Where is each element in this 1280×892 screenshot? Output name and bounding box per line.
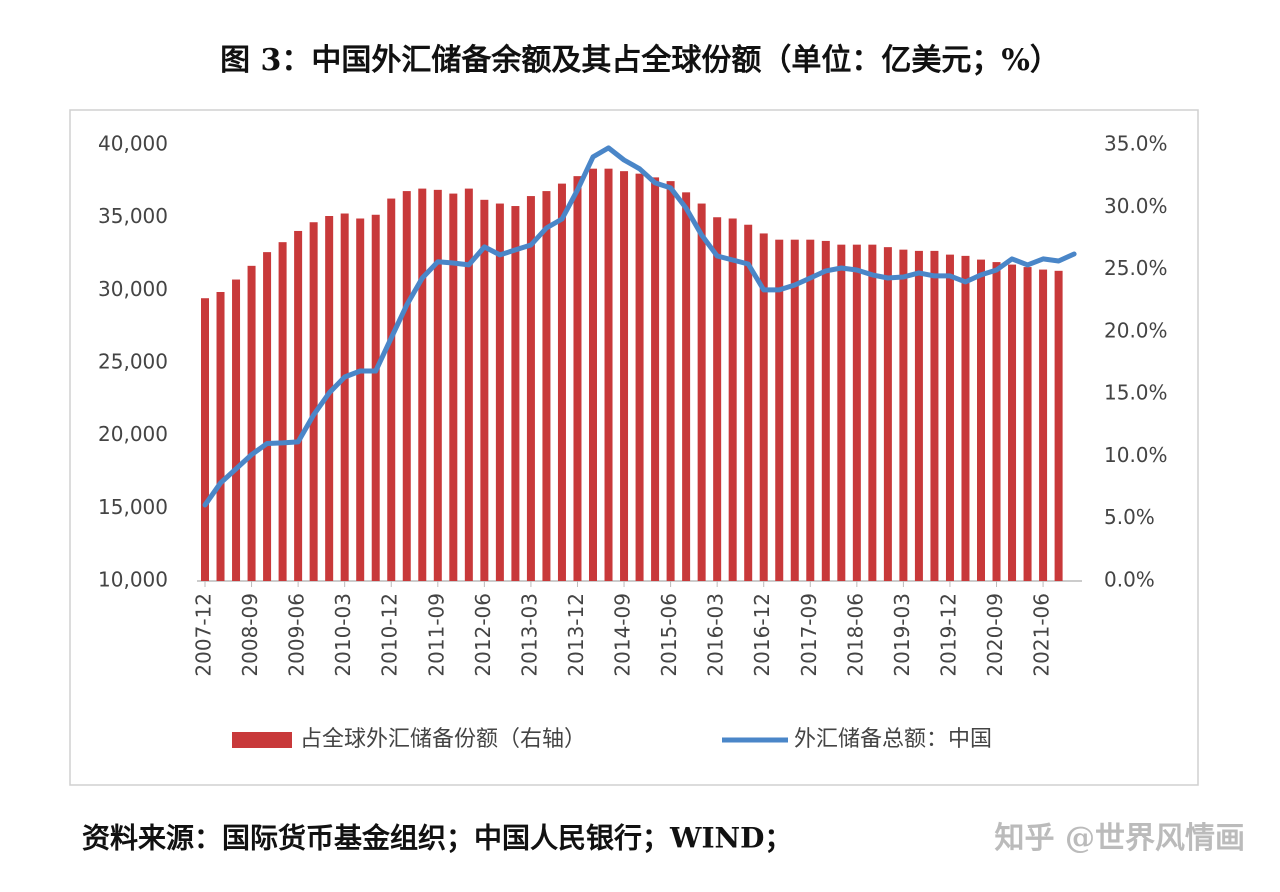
bar xyxy=(1054,270,1063,581)
x-tick-label: 2013-03 xyxy=(517,593,541,677)
x-tick-label: 2017-09 xyxy=(797,593,821,677)
y2-tick-label: 25.0% xyxy=(1104,256,1168,280)
x-tick-label: 2016-12 xyxy=(750,593,774,677)
bar xyxy=(340,213,349,581)
bar xyxy=(682,192,691,581)
bar xyxy=(728,218,737,582)
x-tick-label: 2007-12 xyxy=(192,593,216,677)
bar xyxy=(216,291,225,581)
bar xyxy=(790,239,799,581)
watermark: 知乎 @世界风情画 xyxy=(995,821,1245,856)
bar xyxy=(232,279,241,581)
y2-tick-label: 5.0% xyxy=(1104,505,1155,529)
bar xyxy=(542,191,551,581)
x-tick-label: 2021-06 xyxy=(1030,593,1054,677)
bar xyxy=(666,181,675,581)
bar xyxy=(620,171,629,581)
bar xyxy=(961,255,970,581)
bar xyxy=(557,183,566,582)
x-tick-label: 2019-03 xyxy=(890,593,914,677)
bar xyxy=(495,203,504,581)
bar xyxy=(201,298,209,581)
bar xyxy=(713,217,722,581)
y2-tick-label: 35.0% xyxy=(1104,132,1168,156)
bar xyxy=(1008,264,1017,581)
x-tick-label: 2011-09 xyxy=(424,593,448,677)
y2-tick-label: 30.0% xyxy=(1104,194,1168,218)
bar xyxy=(930,250,939,581)
x-tick-label: 2015-06 xyxy=(657,593,681,677)
bar xyxy=(604,168,613,581)
y-tick-label: 25,000 xyxy=(98,350,168,374)
legend-label: 外汇储备总额：中国 xyxy=(794,727,992,752)
x-tick-label: 2010-12 xyxy=(378,593,402,677)
chart-frame xyxy=(69,109,1199,786)
bar xyxy=(433,189,442,582)
y2-tick-label: 20.0% xyxy=(1104,318,1168,342)
y-tick-label: 40,000 xyxy=(98,132,168,156)
bar xyxy=(294,230,303,581)
y-tick-label: 15,000 xyxy=(98,495,168,519)
bar xyxy=(402,191,411,581)
x-tick-label: 2018-06 xyxy=(843,593,867,677)
bar xyxy=(1023,267,1032,581)
legend-swatch xyxy=(232,732,292,748)
bar xyxy=(589,168,597,581)
legend-label: 占全球外汇储备份额（右轴） xyxy=(300,727,586,752)
x-tick-label: 2014-09 xyxy=(611,593,635,677)
y-tick-label: 20,000 xyxy=(98,422,168,446)
y-tick-label: 10,000 xyxy=(98,568,168,592)
x-tick-label: 2010-03 xyxy=(331,593,355,677)
bar xyxy=(977,259,985,581)
bar xyxy=(464,188,473,581)
bar xyxy=(806,239,815,581)
x-tick-label: 2009-06 xyxy=(285,593,309,677)
x-tick-label: 2013-12 xyxy=(564,593,588,677)
bar xyxy=(1039,269,1048,581)
bar xyxy=(945,254,954,581)
bar xyxy=(526,196,535,581)
bar xyxy=(744,224,753,581)
x-tick-label: 2019-12 xyxy=(936,593,960,677)
bar xyxy=(449,193,458,581)
y2-tick-label: 10.0% xyxy=(1104,443,1168,467)
bar xyxy=(278,242,287,581)
bar xyxy=(883,247,892,582)
chart-title: 图 3：中国外汇储备余额及其占全球份额（单位：亿美元；%） xyxy=(220,43,1060,78)
bar xyxy=(992,262,1001,581)
bar xyxy=(309,222,318,581)
y2-tick-label: 0.0% xyxy=(1104,568,1155,592)
x-tick-label: 2016-03 xyxy=(704,593,728,677)
bar xyxy=(651,177,660,582)
bar xyxy=(837,244,846,581)
y2-tick-label: 15.0% xyxy=(1104,381,1168,405)
bar xyxy=(759,233,768,581)
bar xyxy=(821,240,830,582)
bar xyxy=(635,173,644,581)
bar xyxy=(263,252,272,582)
bar xyxy=(573,176,582,581)
x-tick-label: 2008-09 xyxy=(238,593,262,677)
x-tick-label: 2020-09 xyxy=(983,593,1007,677)
bar xyxy=(418,188,427,581)
bar xyxy=(480,199,489,581)
bar xyxy=(511,206,520,582)
bar xyxy=(868,244,877,581)
bar xyxy=(697,203,706,581)
bar xyxy=(356,218,365,582)
y-tick-label: 30,000 xyxy=(98,277,168,301)
source-note: 资料来源：国际货币基金组织；中国人民银行；WIND； xyxy=(82,822,792,855)
bar xyxy=(387,198,396,581)
bar xyxy=(899,249,908,581)
bar xyxy=(852,244,861,581)
bar xyxy=(914,250,923,581)
bar xyxy=(775,239,784,581)
bar xyxy=(325,216,334,581)
x-tick-label: 2012-06 xyxy=(471,593,495,677)
line-series xyxy=(202,145,1077,508)
bar xyxy=(371,214,380,581)
y-tick-label: 35,000 xyxy=(98,204,168,228)
bar xyxy=(247,265,256,581)
